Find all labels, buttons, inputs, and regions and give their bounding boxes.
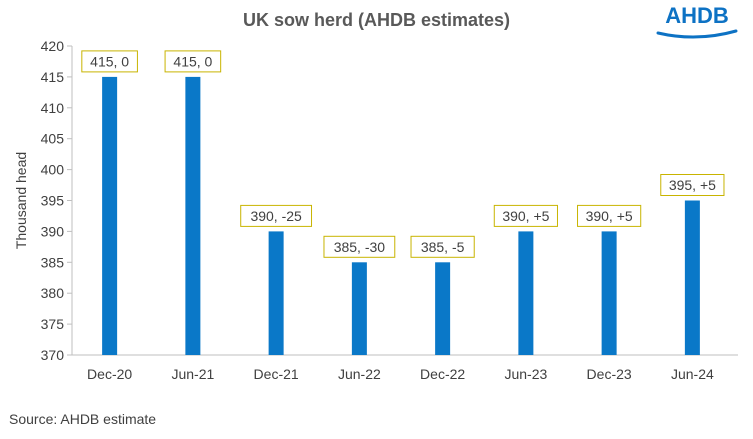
y-tick-label: 380 bbox=[41, 285, 65, 301]
data-label-box bbox=[81, 50, 138, 73]
y-tick-label: 370 bbox=[41, 347, 65, 363]
y-tick-label: 420 bbox=[41, 38, 65, 54]
x-tick-label: Dec-21 bbox=[254, 366, 299, 382]
data-label: 385, -5 bbox=[421, 239, 465, 255]
bar bbox=[185, 76, 201, 356]
data-label-box bbox=[577, 204, 642, 227]
bar bbox=[435, 262, 451, 355]
data-label: 390, -25 bbox=[250, 208, 302, 224]
y-tick-label: 375 bbox=[41, 316, 65, 332]
data-label-box bbox=[410, 235, 475, 258]
y-tick-label: 400 bbox=[41, 162, 65, 178]
data-label-box bbox=[323, 235, 396, 258]
data-label: 415, 0 bbox=[173, 53, 212, 69]
data-label: 395, +5 bbox=[669, 177, 716, 193]
data-label-box bbox=[493, 204, 558, 227]
y-tick-label: 410 bbox=[41, 100, 65, 116]
bar bbox=[268, 231, 284, 355]
x-tick-label: Jun-24 bbox=[671, 366, 714, 382]
chart-title: UK sow herd (AHDB estimates) bbox=[242, 10, 511, 30]
bar bbox=[601, 231, 617, 355]
x-tick-label: Dec-20 bbox=[87, 366, 132, 382]
bar bbox=[102, 76, 118, 356]
y-tick-label: 390 bbox=[41, 223, 65, 239]
source-note: Source: AHDB estimate bbox=[9, 411, 157, 427]
x-tick-label: Jun-21 bbox=[171, 366, 214, 382]
bar bbox=[351, 262, 367, 355]
data-label-box bbox=[660, 174, 725, 196]
x-tick-label: Dec-22 bbox=[420, 366, 465, 382]
y-tick-label: 385 bbox=[41, 254, 65, 270]
y-tick-label: 405 bbox=[41, 131, 65, 147]
data-label: 385, -30 bbox=[334, 239, 386, 255]
logo-text: AHDB bbox=[665, 3, 729, 28]
data-label: 390, +5 bbox=[502, 208, 549, 224]
x-tick-label: Dec-23 bbox=[587, 366, 632, 382]
logo-swoosh-icon bbox=[656, 29, 738, 39]
y-tick-label: 415 bbox=[41, 69, 65, 85]
bar bbox=[684, 200, 700, 355]
x-tick-label: Jun-23 bbox=[504, 366, 547, 382]
ahdb-logo: AHDB bbox=[654, 3, 740, 43]
data-label-box bbox=[164, 50, 222, 73]
x-tick-label: Jun-22 bbox=[338, 366, 381, 382]
bar bbox=[518, 231, 534, 355]
data-label: 390, +5 bbox=[586, 208, 633, 224]
data-label-box bbox=[240, 204, 313, 227]
y-tick-label: 395 bbox=[41, 193, 65, 209]
data-label: 415, 0 bbox=[90, 53, 129, 69]
y-axis-label: Thousand head bbox=[13, 152, 29, 249]
